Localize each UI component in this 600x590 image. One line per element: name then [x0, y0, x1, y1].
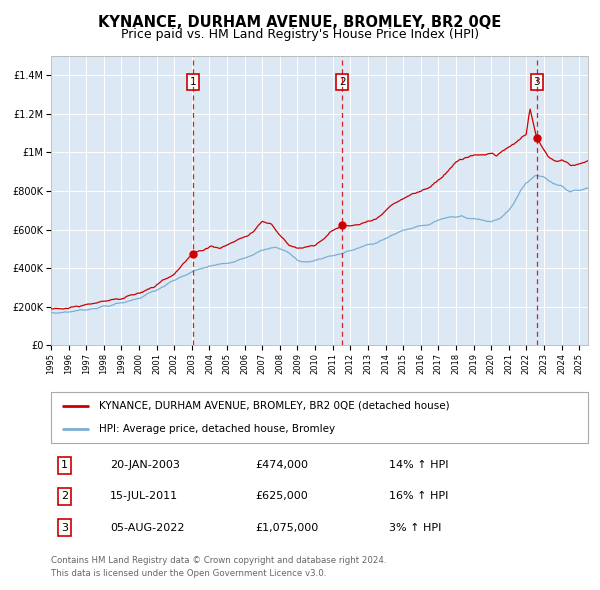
- Text: 1: 1: [61, 460, 68, 470]
- Text: £474,000: £474,000: [255, 460, 308, 470]
- Text: 2: 2: [339, 77, 346, 87]
- Text: £1,075,000: £1,075,000: [255, 523, 319, 533]
- Text: This data is licensed under the Open Government Licence v3.0.: This data is licensed under the Open Gov…: [51, 569, 326, 578]
- Text: 3: 3: [61, 523, 68, 533]
- Text: HPI: Average price, detached house, Bromley: HPI: Average price, detached house, Brom…: [100, 424, 335, 434]
- Text: 14% ↑ HPI: 14% ↑ HPI: [389, 460, 449, 470]
- Text: Contains HM Land Registry data © Crown copyright and database right 2024.: Contains HM Land Registry data © Crown c…: [51, 556, 386, 565]
- Text: £625,000: £625,000: [255, 491, 308, 502]
- Text: 15-JUL-2011: 15-JUL-2011: [110, 491, 178, 502]
- Text: KYNANCE, DURHAM AVENUE, BROMLEY, BR2 0QE (detached house): KYNANCE, DURHAM AVENUE, BROMLEY, BR2 0QE…: [100, 401, 450, 411]
- Text: 20-JAN-2003: 20-JAN-2003: [110, 460, 180, 470]
- Text: KYNANCE, DURHAM AVENUE, BROMLEY, BR2 0QE: KYNANCE, DURHAM AVENUE, BROMLEY, BR2 0QE: [98, 15, 502, 30]
- Text: Price paid vs. HM Land Registry's House Price Index (HPI): Price paid vs. HM Land Registry's House …: [121, 28, 479, 41]
- Text: 16% ↑ HPI: 16% ↑ HPI: [389, 491, 449, 502]
- Text: 3% ↑ HPI: 3% ↑ HPI: [389, 523, 442, 533]
- Text: 1: 1: [190, 77, 196, 87]
- Text: 3: 3: [533, 77, 540, 87]
- Text: 05-AUG-2022: 05-AUG-2022: [110, 523, 185, 533]
- Text: 2: 2: [61, 491, 68, 502]
